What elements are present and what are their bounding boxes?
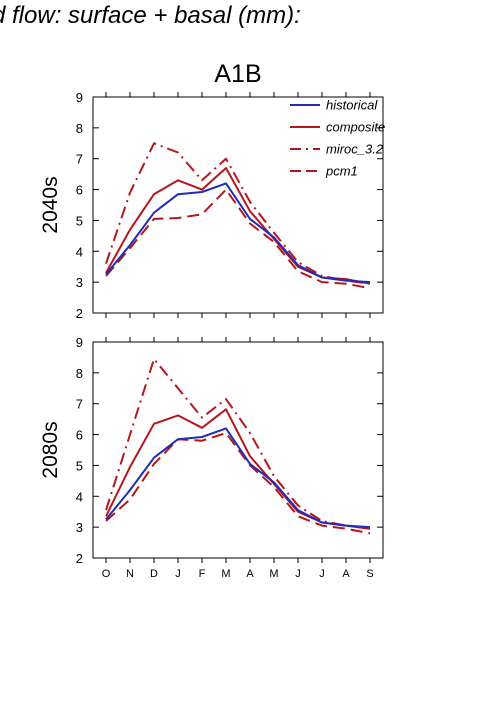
y-tick-label: 2	[76, 306, 83, 321]
x-tick-label: J	[319, 568, 325, 580]
y-tick-label: 9	[76, 335, 83, 350]
series-line-miroc_3.2	[105, 358, 371, 530]
legend-label-historical: historical	[326, 98, 378, 113]
plots: 2 3 4 5 6 7 8 9 2040s historical composite miroc_3.…	[39, 90, 385, 580]
x-tick-label: J	[175, 568, 181, 580]
x-tick-label: M	[269, 568, 278, 580]
legend: historical composite miroc_3.2 pcm1	[290, 98, 385, 179]
series-line-pcm1	[105, 432, 371, 535]
x-tick-label: N	[126, 568, 134, 580]
y-tick-label: 6	[76, 428, 83, 443]
y-tick-label: 8	[76, 366, 83, 381]
y-tick-label: 9	[76, 90, 83, 105]
x-tick-label: D	[150, 568, 158, 580]
y-tick-label: 5	[76, 458, 83, 473]
x-tick-label: A	[246, 568, 254, 580]
y-tick-label: 3	[76, 520, 83, 535]
series-line-miroc_3.2	[105, 142, 371, 285]
series-line-historical	[105, 182, 371, 284]
y-tick-label: 4	[76, 244, 83, 259]
y-tick-label: 2	[76, 551, 83, 566]
y-tick-label: 8	[76, 121, 83, 136]
series-line-pcm1	[105, 188, 371, 290]
figure-title: d flow: surface + basal (mm):	[0, 2, 301, 29]
x-tick-label: F	[199, 568, 206, 580]
x-tick-label: M	[221, 568, 230, 580]
y-tick-label: 5	[76, 213, 83, 228]
plot-frame	[92, 96, 384, 314]
y-tick-label: 4	[76, 489, 83, 504]
y-tick-label: 7	[76, 152, 83, 167]
legend-label-miroc_3.2: miroc_3.2	[326, 142, 384, 157]
chart-panel-2080s: 2 3 4 5 6 7 8 9 O N D J F M A M J J A S 2080s	[39, 335, 384, 580]
row-label: 2040s	[39, 176, 62, 233]
y-tick-label: 7	[76, 397, 83, 412]
x-tick-label: S	[366, 568, 373, 580]
series-line-composite	[105, 167, 371, 285]
chart-panel-2040s: 2 3 4 5 6 7 8 9 2040s historical composite miroc_3.…	[39, 90, 385, 321]
plot-frame	[92, 341, 384, 559]
legend-label-composite: composite	[326, 120, 385, 135]
panel-title: A1B	[214, 60, 261, 88]
y-tick-label: 6	[76, 183, 83, 198]
x-tick-label: J	[295, 568, 301, 580]
row-label: 2080s	[39, 421, 62, 478]
x-tick-label: O	[102, 568, 111, 580]
y-tick-label: 3	[76, 275, 83, 290]
legend-label-pcm1: pcm1	[325, 164, 358, 179]
series-line-historical	[105, 427, 371, 529]
x-tick-label: A	[342, 568, 350, 580]
